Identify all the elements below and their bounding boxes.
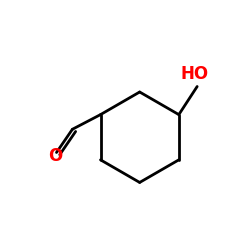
Text: O: O: [48, 147, 62, 165]
Text: HO: HO: [181, 65, 209, 83]
